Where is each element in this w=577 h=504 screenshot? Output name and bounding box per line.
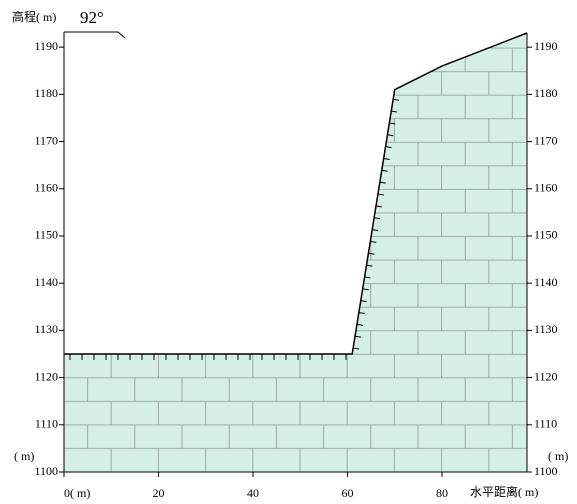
y-tick-label-right: 1160	[534, 181, 558, 195]
y-tick-label: 1130	[34, 322, 58, 336]
x-unit: ( m)	[70, 486, 90, 500]
y-tick-label: 1190	[34, 39, 58, 53]
annotation: 92°	[80, 8, 104, 27]
y-tick-label-right: 1170	[534, 133, 558, 147]
y-tick-label-right: 1110	[534, 417, 557, 431]
y-tick-label-right: 1150	[534, 228, 558, 242]
y-tick-label-right: 1100	[534, 464, 558, 478]
x-tick-label: 60	[341, 486, 353, 500]
y-unit-left: ( m)	[14, 449, 34, 463]
y-tick-label-right: 1120	[534, 369, 558, 383]
x-tick-label: 20	[152, 486, 164, 500]
y-axis-label: 高程( m)	[12, 9, 56, 24]
y-tick-label-right: 1130	[534, 322, 558, 336]
angle-marker	[64, 32, 125, 38]
y-unit-right: ( m)	[548, 449, 568, 463]
x-tick-label: 80	[436, 486, 448, 500]
x-tick-label: 40	[247, 486, 259, 500]
y-tick-label: 1110	[35, 417, 58, 431]
y-tick-label: 1140	[34, 275, 58, 289]
x-axis-label: 水平距离( m)	[470, 484, 538, 499]
y-tick-label: 1150	[34, 228, 58, 242]
y-tick-label: 1120	[34, 369, 58, 383]
y-tick-label-right: 1140	[534, 275, 558, 289]
y-tick-label: 1170	[34, 133, 58, 147]
chart: 高程( m) 92° 水平距离( m) ( m) ( m) ( m) 1100 1…	[0, 0, 577, 504]
y-tick-label: 1100	[34, 464, 58, 478]
y-tick-label-right: 1180	[534, 86, 558, 100]
y-tick-label: 1160	[34, 181, 58, 195]
x-tick-label: 0	[64, 486, 70, 500]
y-tick-label: 1180	[34, 86, 58, 100]
rock-area	[64, 33, 527, 472]
y-tick-label-right: 1190	[534, 39, 558, 53]
